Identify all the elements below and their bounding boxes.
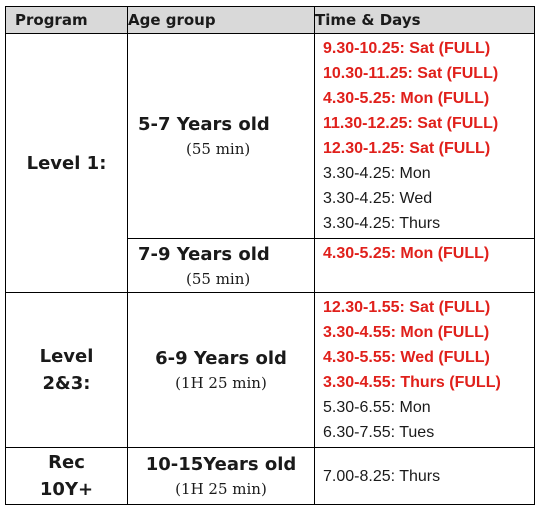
header-program: Program [5, 6, 128, 34]
time-slot-full: 4.30-5.25: Mon (FULL) [323, 90, 490, 107]
header-age-group: Age group [127, 6, 315, 34]
age-cell: 5-7 Years old (55 min) [127, 33, 315, 239]
duration-label: (55 min) [186, 269, 251, 288]
times-cell: 9.30-10.25: Sat (FULL) 10.30-11.25: Sat … [314, 33, 535, 239]
time-slot-full: 3.30-4.55: Mon (FULL) [323, 324, 490, 341]
time-slot-full: 12.30-1.55: Sat (FULL) [323, 299, 491, 316]
table-row: Rec 10Y+ 10-15Years old (1H 25 min) 7.00… [5, 447, 535, 505]
age-group-label: 5-7 Years old [138, 114, 270, 135]
program-label-line-2: 2&3: [42, 373, 91, 394]
header-time-days: Time & Days [314, 6, 535, 34]
age-cell: 10-15Years old (1H 25 min) [127, 447, 315, 505]
times-cell: 4.30-5.25: Mon (FULL) [314, 238, 535, 293]
time-slot-full: 10.30-11.25: Sat (FULL) [323, 65, 499, 82]
time-slot-full: 11.30-12.25: Sat (FULL) [323, 115, 499, 132]
age-cell: 6-9 Years old (1H 25 min) [127, 292, 315, 448]
time-slot: 3.30-4.25: Wed [323, 190, 433, 207]
age-group-label: 7-9 Years old [138, 243, 270, 265]
table-row: Level 1: 5-7 Years old (55 min) 9.30-10.… [5, 33, 535, 293]
program-cell-level-1: Level 1: [5, 33, 128, 293]
time-slot-full: 4.30-5.55: Wed (FULL) [323, 349, 490, 366]
time-slot-full: 3.30-4.55: Thurs (FULL) [323, 374, 501, 391]
table-row: 7-9 Years old (55 min) 4.30-5.25: Mon (F… [6, 238, 535, 293]
time-slot-full: 4.30-5.25: Mon (FULL) [323, 245, 490, 262]
duration-label: (1H 25 min) [175, 374, 267, 392]
age-cell: 7-9 Years old (55 min) [127, 238, 315, 293]
age-group-label: 6-9 Years old [155, 348, 287, 369]
duration-label: (55 min) [186, 140, 251, 158]
age-group-label: 10-15Years old [145, 454, 297, 475]
header-row: Program Age group Time & Days [5, 6, 535, 34]
times-cell: 12.30-1.55: Sat (FULL) 3.30-4.55: Mon (F… [314, 292, 535, 448]
time-slot-full: 12.30-1.25: Sat (FULL) [323, 140, 491, 157]
time-slot: 6.30-7.55: Tues [323, 424, 435, 441]
table-row: Level 2&3: 6-9 Years old (1H 25 min) 12.… [5, 292, 535, 448]
program-label-line-2: 10Y+ [39, 479, 94, 500]
program-cell-level-2-3: Level 2&3: [5, 292, 128, 448]
time-slot-full: 9.30-10.25: Sat (FULL) [323, 40, 491, 57]
time-slot: 5.30-6.55: Mon [323, 399, 431, 416]
time-slot: 3.30-4.25: Thurs [323, 215, 441, 232]
schedule-table: Program Age group Time & Days Level 1: 5… [5, 6, 535, 505]
time-slot: 3.30-4.25: Mon [323, 165, 431, 182]
duration-label: (1H 25 min) [175, 480, 267, 498]
times-cell: 7.00-8.25: Thurs [314, 447, 535, 505]
program-label-line-1: Level [39, 346, 94, 367]
time-slot: 7.00-8.25: Thurs [323, 467, 441, 485]
program-label: Level 1: [26, 152, 107, 174]
program-cell-rec: Rec 10Y+ [5, 447, 128, 505]
program-label-line-1: Rec [48, 452, 85, 473]
